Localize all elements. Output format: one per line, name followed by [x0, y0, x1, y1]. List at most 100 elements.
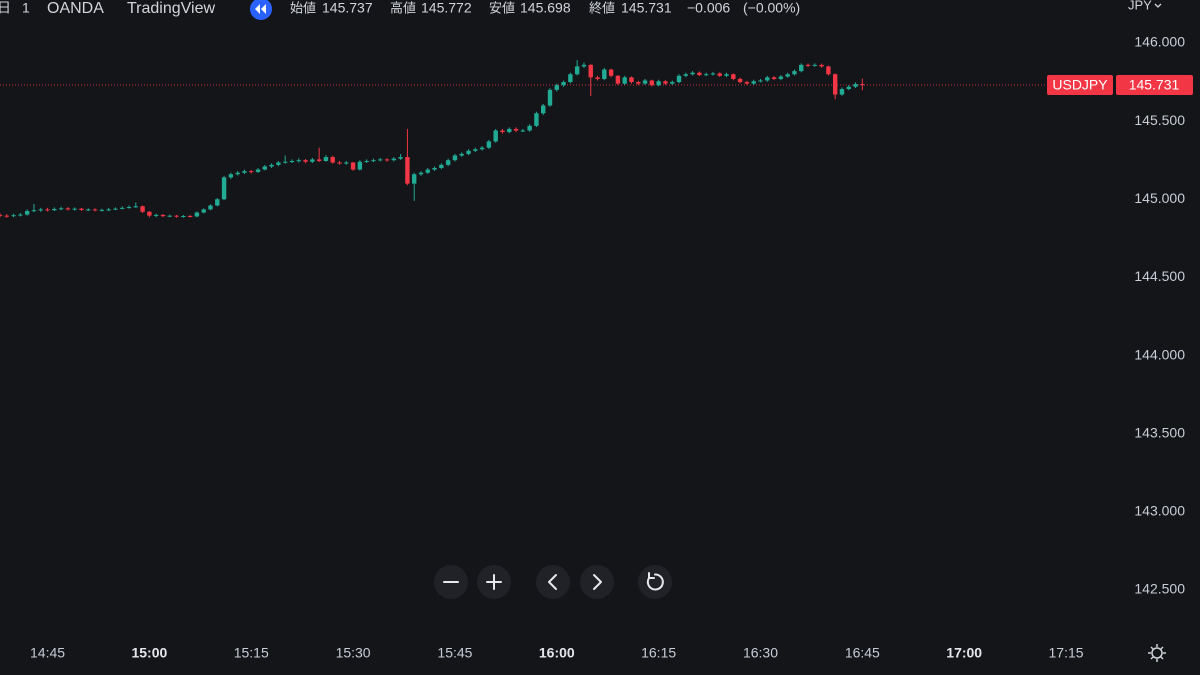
candle-body	[181, 215, 186, 217]
candle-body	[228, 174, 234, 178]
candle-body	[765, 77, 770, 81]
candle-body	[724, 74, 729, 76]
candle-body	[744, 82, 750, 84]
x-tick-label: 16:30	[743, 645, 778, 661]
candle-body	[771, 77, 777, 79]
x-tick-label: 15:00	[131, 645, 167, 661]
candle-body	[568, 74, 573, 83]
currency-chevron[interactable]	[1154, 3, 1162, 8]
candle-body	[466, 150, 471, 154]
settings-button[interactable]	[1148, 644, 1166, 662]
candle-body	[215, 199, 220, 206]
x-tick-label: 15:30	[336, 645, 371, 661]
candle-body	[629, 77, 634, 83]
candle-body	[133, 206, 139, 208]
candle-body	[547, 89, 553, 106]
candle-body	[751, 81, 756, 84]
candle-body	[799, 64, 804, 72]
candle-body	[649, 80, 655, 86]
low-value: 145.698	[520, 0, 571, 16]
candle-body	[513, 128, 519, 131]
replay-button[interactable]	[250, 0, 272, 20]
candle-body	[493, 130, 498, 142]
x-tick-label: 17:00	[946, 645, 982, 661]
candle-body	[663, 81, 668, 84]
candle-body	[812, 64, 818, 66]
candle-body	[38, 209, 43, 211]
candle-body	[201, 209, 206, 213]
zoom-out-button[interactable]	[434, 565, 468, 599]
candle-body	[785, 74, 790, 77]
candle-body	[147, 211, 152, 216]
candle-body	[4, 215, 9, 217]
candle-body	[826, 66, 831, 75]
x-tick-label: 16:15	[641, 645, 676, 661]
candle-body	[541, 105, 546, 114]
candle-body	[269, 164, 274, 167]
candle-body	[507, 128, 512, 133]
candle-body	[194, 212, 200, 217]
reset-button[interactable]	[638, 565, 672, 599]
candle-body	[839, 89, 845, 95]
y-tick-label: 143.500	[1134, 424, 1185, 440]
candle-body	[235, 172, 240, 175]
candle-body	[249, 171, 254, 173]
candle-body	[364, 160, 369, 162]
scroll-right-button[interactable]	[580, 565, 614, 599]
candle-body	[120, 207, 125, 209]
high-label: 高値	[390, 0, 416, 15]
currency[interactable]: JPY	[1128, 0, 1152, 12]
candle-body	[615, 75, 621, 84]
symbol-tag: USDJPY	[1052, 77, 1108, 93]
candle-body	[534, 113, 539, 126]
candle-body	[581, 64, 587, 67]
x-tick-label: 15:45	[437, 645, 472, 661]
candle-body	[113, 208, 118, 210]
zoom-in-button[interactable]	[477, 565, 511, 599]
candle-body	[337, 162, 342, 164]
source: TradingView	[127, 0, 215, 17]
candle-body	[378, 159, 383, 161]
candle-body	[554, 85, 559, 90]
candle-body	[731, 74, 736, 79]
scroll-left-button[interactable]	[536, 565, 570, 599]
candle-body	[717, 73, 722, 76]
candle-body	[316, 159, 322, 161]
candle-body	[384, 159, 390, 161]
candle-body	[486, 141, 492, 148]
candle-body	[221, 177, 227, 200]
x-tick-label: 16:45	[845, 645, 880, 661]
candle-body	[642, 80, 648, 84]
change: −0.006	[687, 0, 730, 16]
interval: 1	[22, 0, 30, 16]
exchange: OANDA	[47, 0, 104, 17]
candle-body	[608, 69, 614, 76]
candle-body	[520, 130, 526, 132]
candle-body	[160, 214, 166, 217]
candle-body	[31, 210, 37, 212]
low-label: 安値	[489, 0, 515, 15]
x-tick-label: 17:15	[1049, 645, 1084, 661]
candle-body	[425, 169, 430, 173]
header: 日 1 OANDA TradingView 始値 145.737 高値 145.…	[0, 0, 1162, 20]
candle-body	[18, 214, 23, 216]
candle-body	[106, 209, 111, 211]
y-tick-label: 145.500	[1134, 112, 1185, 128]
price-axis: 142.500 143.000 143.500 144.000 144.500 145.0…	[1134, 34, 1185, 597]
last-price-tag: USDJPY 145.731	[1047, 75, 1193, 95]
candle-body	[459, 153, 464, 156]
candle-body	[174, 215, 179, 217]
x-tick-label: 15:15	[234, 645, 269, 661]
candle-body	[58, 208, 64, 210]
candle-body	[411, 174, 417, 184]
x-tick-label: 14:45	[30, 645, 65, 661]
time-axis: 14:45 15:00 15:15 15:30 15:45 16:00 16:15 16:30…	[30, 645, 1084, 661]
candle-body	[792, 71, 797, 75]
candle-body	[92, 209, 98, 211]
y-tick-label: 145.000	[1134, 190, 1185, 206]
candle-body	[0, 214, 3, 216]
period: 日	[0, 0, 11, 16]
candle-body	[602, 69, 607, 79]
candle-body	[452, 155, 458, 161]
